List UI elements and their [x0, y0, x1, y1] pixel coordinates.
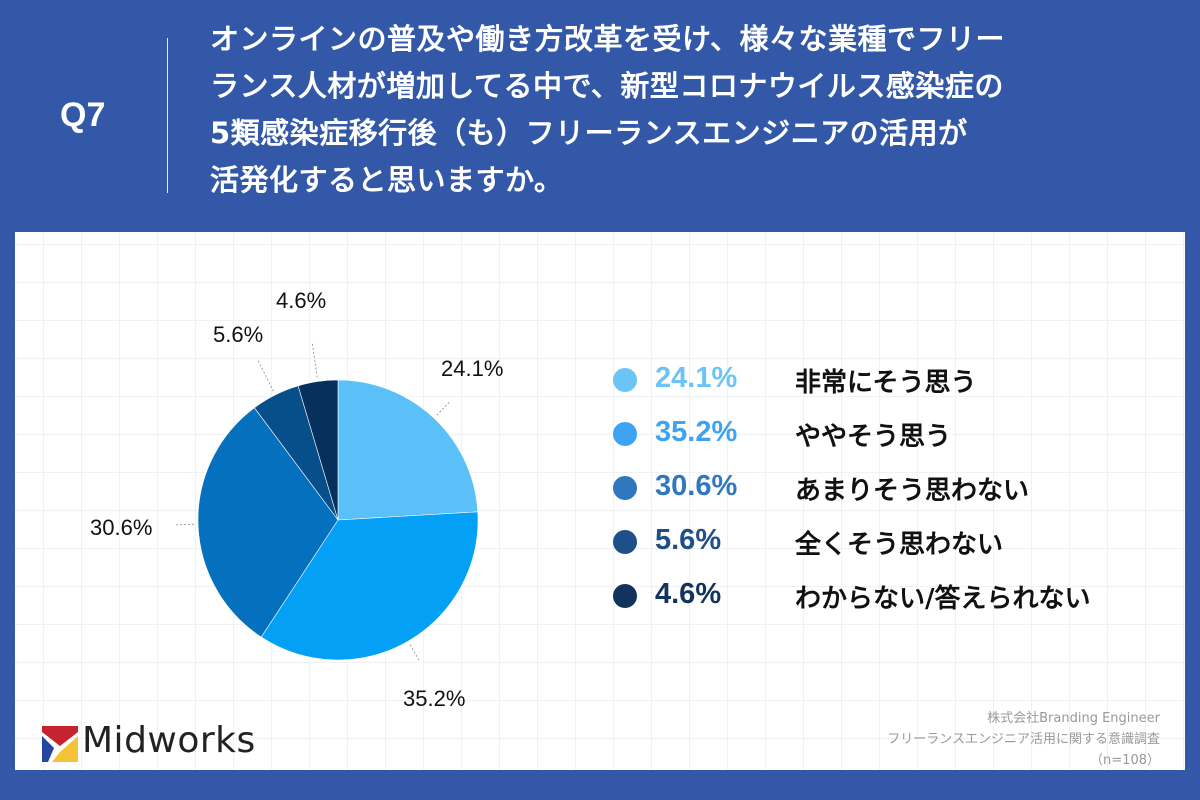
legend-dot-icon [613, 476, 637, 500]
leader-line [409, 644, 420, 661]
question-number: Q7 [60, 96, 106, 134]
legend-dot-icon [613, 584, 637, 608]
slice-label-somewhat-agree: 35.2% [403, 686, 466, 711]
source-survey: フリーランスエンジニア活用に関する意識調査 [887, 732, 1160, 747]
leader-line [176, 523, 195, 526]
legend-label: ややそう思う [795, 422, 952, 452]
legend-pct: 4.6% [655, 578, 722, 610]
legend-dot-icon [613, 530, 637, 554]
slice-label-very-agree: 24.1% [441, 356, 504, 381]
slice-label-dont-know: 4.6% [276, 288, 327, 313]
question-line: 活発化すると思いますか。 [210, 163, 564, 197]
legend-label: 全くそう思わない [795, 530, 1004, 560]
legend-label: 非常にそう思う [795, 368, 977, 398]
leader-line [311, 343, 318, 378]
header-divider [167, 38, 168, 193]
leader-line [436, 401, 450, 416]
legend-pct: 35.2% [655, 416, 738, 448]
legend-pct: 30.6% [655, 470, 738, 502]
pie-slice-somewhat-agree [260, 511, 479, 661]
legend-pct: 5.6% [655, 524, 722, 556]
legend-label: わからない/答えられない [795, 584, 1091, 614]
source-sample: （n=108） [1090, 753, 1160, 768]
leader-lines [176, 343, 450, 661]
legend-dot-icon [613, 368, 637, 392]
legend-label: あまりそう思わない [795, 476, 1030, 506]
midworks-logo-icon [42, 726, 78, 762]
slice-label-not-at-all: 5.6% [213, 322, 264, 347]
header-band: Q7 オンラインの普及や働き方改革を受け、様々な業種でフリー ランス人材が増加し… [0, 0, 1200, 232]
source-note: 株式会社Branding Engineer フリーランスエンジニア活用に関する意… [887, 708, 1160, 771]
question-text: オンラインの普及や働き方改革を受け、様々な業種でフリー ランス人材が増加してる中… [210, 16, 1170, 204]
logo-wordmark: Midworks [82, 720, 256, 761]
question-line: 5類感染症移行後（も）フリーランスエンジニアの活用が [210, 116, 968, 150]
slice-label-not-really: 30.6% [90, 515, 153, 540]
question-line: オンラインの普及や働き方改革を受け、様々な業種でフリー [210, 22, 1006, 56]
pie-slice-not-really [197, 407, 339, 638]
question-line: ランス人材が増加してる中で、新型コロナウイルス感染症の [210, 69, 1004, 103]
legend-dot-icon [613, 422, 637, 446]
pie-slices [197, 379, 479, 661]
pie-slice-very-agree [337, 379, 479, 521]
pie-slice-dont-know [297, 379, 339, 521]
legend-pct: 24.1% [655, 362, 738, 394]
leader-line [257, 360, 274, 392]
source-company: 株式会社Branding Engineer [987, 711, 1160, 726]
